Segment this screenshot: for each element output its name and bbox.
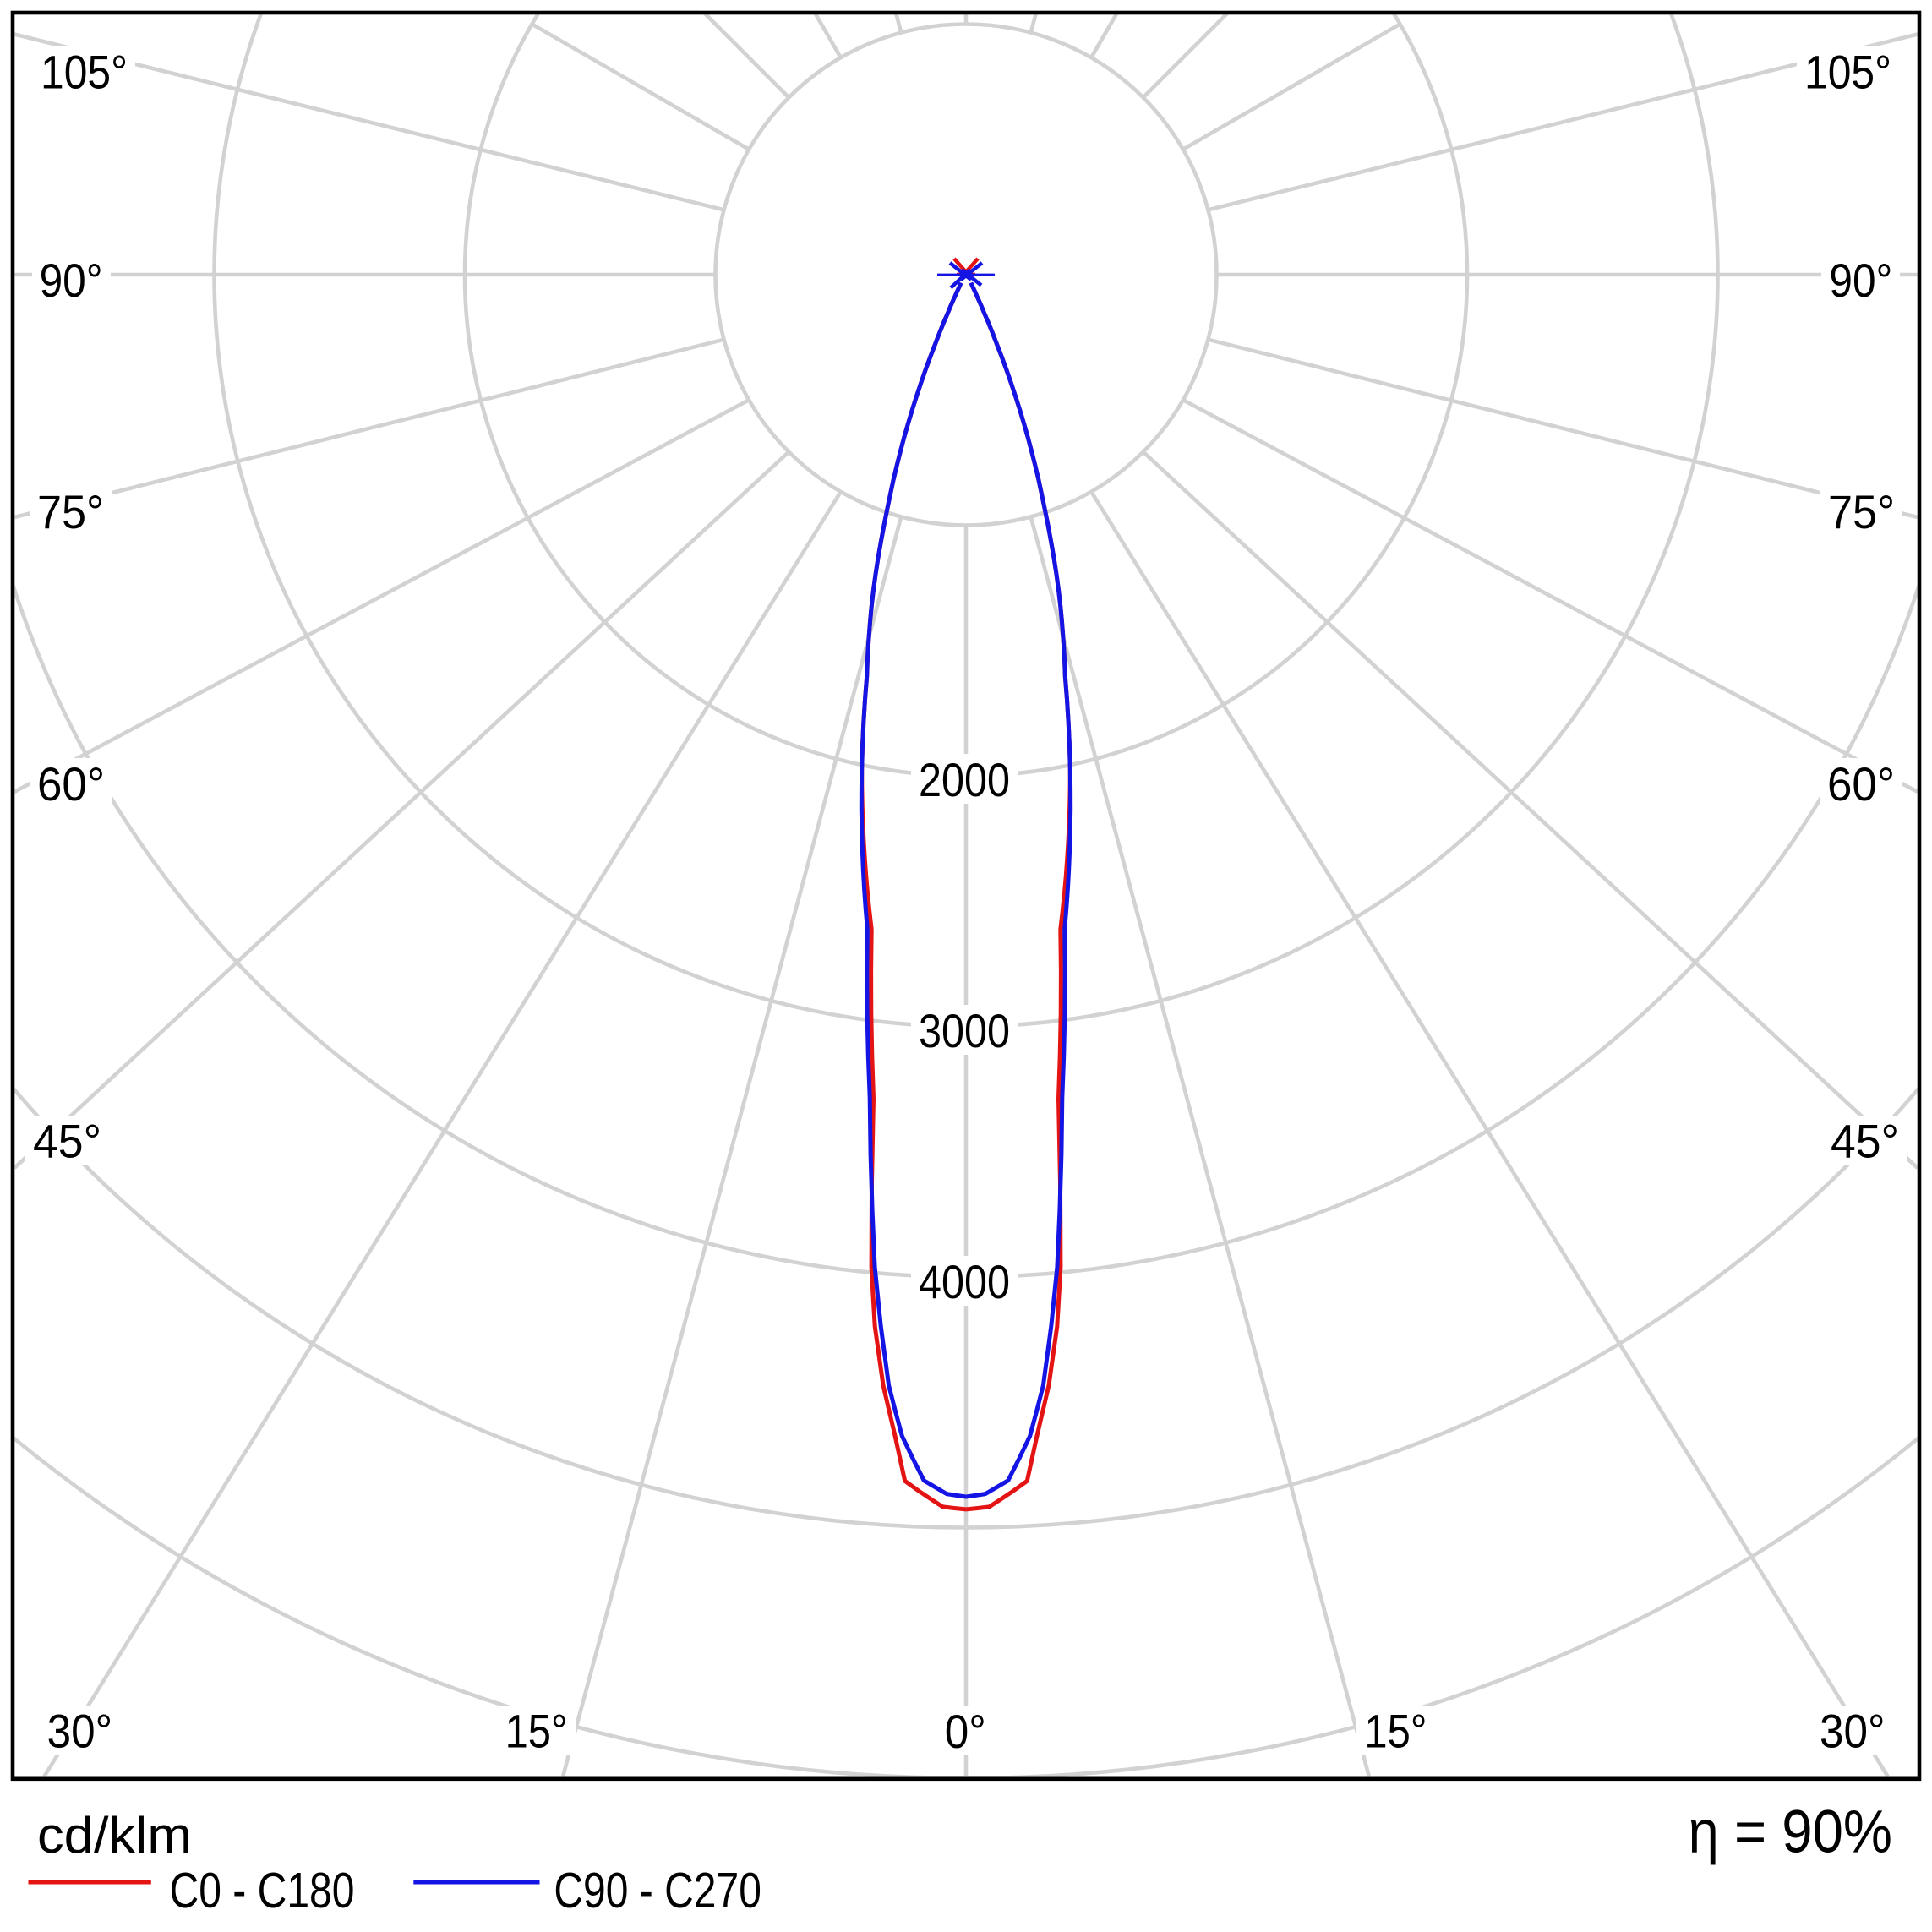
svg-text:75°: 75° xyxy=(1828,485,1895,538)
svg-text:2000: 2000 xyxy=(919,753,1010,806)
svg-text:75°: 75° xyxy=(37,485,104,538)
svg-text:4000: 4000 xyxy=(919,1255,1010,1308)
svg-text:105°: 105° xyxy=(41,46,128,99)
svg-text:30°: 30° xyxy=(47,1705,113,1758)
svg-text:15°: 15° xyxy=(1364,1705,1427,1758)
svg-text:30°: 30° xyxy=(1820,1705,1886,1758)
svg-text:45°: 45° xyxy=(1831,1115,1899,1168)
svg-text:η = 90%: η = 90% xyxy=(1689,1799,1893,1866)
svg-text:90°: 90° xyxy=(1829,254,1892,307)
svg-text:60°: 60° xyxy=(37,757,105,810)
svg-text:105°: 105° xyxy=(1804,46,1891,99)
svg-text:0°: 0° xyxy=(945,1705,986,1758)
svg-text:60°: 60° xyxy=(1827,757,1895,810)
svg-text:3000: 3000 xyxy=(919,1004,1010,1057)
svg-text:90°: 90° xyxy=(40,254,103,307)
svg-text:45°: 45° xyxy=(33,1115,101,1168)
svg-text:C90 - C270: C90 - C270 xyxy=(554,1863,761,1918)
svg-text:15°: 15° xyxy=(505,1705,568,1758)
svg-text:cd/klm: cd/klm xyxy=(37,1807,192,1864)
svg-text:C0 - C180: C0 - C180 xyxy=(170,1863,355,1918)
